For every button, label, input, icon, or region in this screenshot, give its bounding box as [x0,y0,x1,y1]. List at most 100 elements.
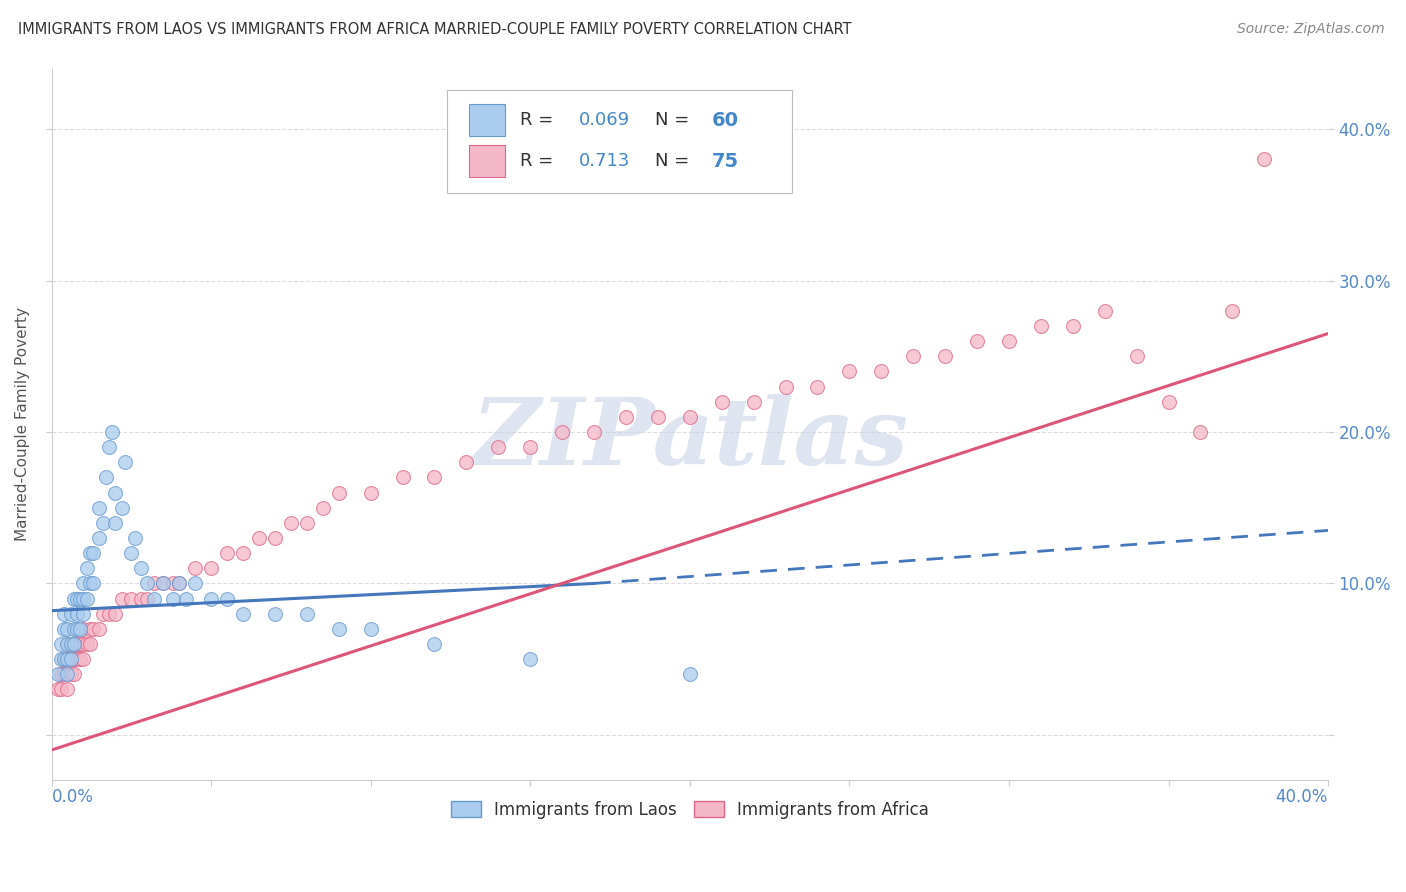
Point [456,455,478,469]
Point [486,440,509,454]
Point [46,682,69,697]
Point [79,546,101,560]
Point [72,637,94,651]
Point [63,637,86,651]
Point [200,561,222,575]
Point [215,546,238,560]
Point [903,349,925,363]
Point [82,622,104,636]
Point [66,637,89,651]
Y-axis label: Married-Couple Family Poverty: Married-Couple Family Poverty [15,308,30,541]
Point [142,591,165,606]
Point [583,425,606,439]
Point [111,591,134,606]
Point [56,667,79,681]
Point [53,652,76,666]
Point [136,591,159,606]
Point [49,667,72,681]
Point [104,516,127,530]
Point [328,622,350,636]
Point [551,425,574,439]
Point [162,591,184,606]
Point [56,622,79,636]
Point [56,637,79,651]
Point [79,622,101,636]
FancyBboxPatch shape [470,104,505,136]
Point [79,637,101,651]
Point [63,652,86,666]
Point [679,667,702,681]
FancyBboxPatch shape [447,90,792,193]
Point [89,500,111,515]
Point [46,667,69,681]
Point [215,591,238,606]
Point [66,622,89,636]
Point [63,591,86,606]
Point [56,682,79,697]
Point [1094,303,1116,318]
Point [120,591,142,606]
Point [280,516,302,530]
Point [232,607,254,621]
Point [423,470,446,484]
Text: 75: 75 [711,152,738,170]
Point [129,591,152,606]
Point [264,607,287,621]
Point [328,485,350,500]
Point [710,394,733,409]
Point [1062,318,1084,333]
Point [66,591,89,606]
Point [775,379,797,393]
Point [53,607,76,621]
Text: ZIPatlas: ZIPatlas [471,393,908,483]
Point [82,546,104,560]
Point [174,591,197,606]
Point [63,622,86,636]
Point [614,409,637,424]
Point [69,622,91,636]
Point [72,607,94,621]
Point [111,500,134,515]
Point [89,531,111,545]
Point [152,576,174,591]
Point [76,561,98,575]
Point [162,576,184,591]
Point [120,546,142,560]
Point [53,622,76,636]
Point [72,622,94,636]
Point [49,652,72,666]
Point [72,652,94,666]
Point [1157,394,1180,409]
Text: N =: N = [655,152,696,170]
Point [232,546,254,560]
Point [360,485,382,500]
Point [200,591,222,606]
Point [934,349,956,363]
Point [79,576,101,591]
Point [59,652,82,666]
Text: 0.0%: 0.0% [52,788,93,805]
Point [69,637,91,651]
Point [806,379,828,393]
Point [53,652,76,666]
Text: 60: 60 [711,111,738,130]
Point [870,364,893,378]
Point [312,500,335,515]
Point [59,667,82,681]
Point [66,607,89,621]
Point [152,576,174,591]
Point [647,409,669,424]
Point [519,652,541,666]
Point [72,576,94,591]
Point [59,607,82,621]
Point [63,637,86,651]
Point [167,576,190,591]
Point [1220,303,1243,318]
Point [66,652,89,666]
Point [98,607,121,621]
Point [129,561,152,575]
Point [360,622,382,636]
Text: 0.069: 0.069 [579,112,630,129]
Point [519,440,541,454]
Point [136,576,159,591]
